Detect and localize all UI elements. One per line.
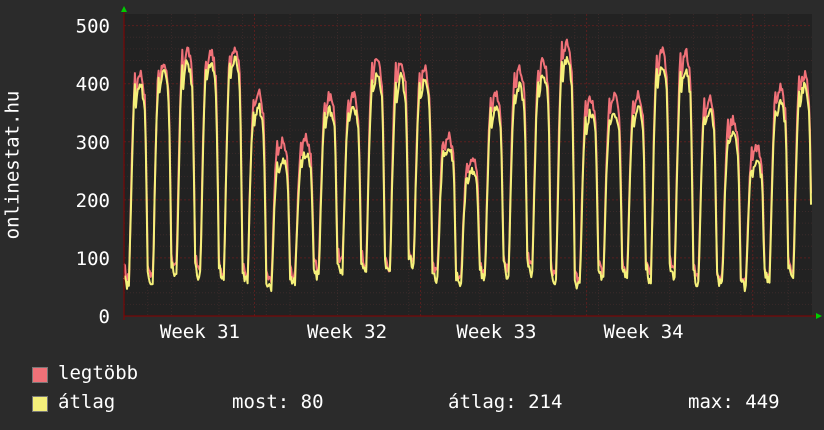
y-tick-label: 100 [76,248,110,270]
series-line-legtobb [123,38,812,285]
y-axis-label-text: onlinestat.hu [1,90,23,240]
x-tick-label: Week 33 [456,321,536,343]
atlag-label: átlag [58,391,116,413]
stat-atlag: átlag: 214 [448,391,563,413]
x-tick-label: Week 32 [307,321,387,343]
stat-most: most: 80 [232,391,324,413]
y-tick-label: 400 [76,74,110,96]
y-tick-label: 0 [99,306,110,328]
y-axis-label: onlinestat.hu [0,0,24,330]
legtobb-label: legtöbb [58,362,139,384]
x-axis-arrow [816,313,822,319]
series-line-atlag [123,55,812,293]
y-tick-label: 500 [76,16,110,38]
atlag-swatch [32,396,48,412]
x-tick-label: Week 34 [604,321,684,343]
legtobb-swatch [32,367,48,383]
stat-max: max: 449 [688,391,780,413]
x-tick-label: Week 31 [160,321,240,343]
y-axis-arrow [121,6,127,12]
y-tick-label: 200 [76,190,110,212]
y-tick-label: 300 [76,132,110,154]
